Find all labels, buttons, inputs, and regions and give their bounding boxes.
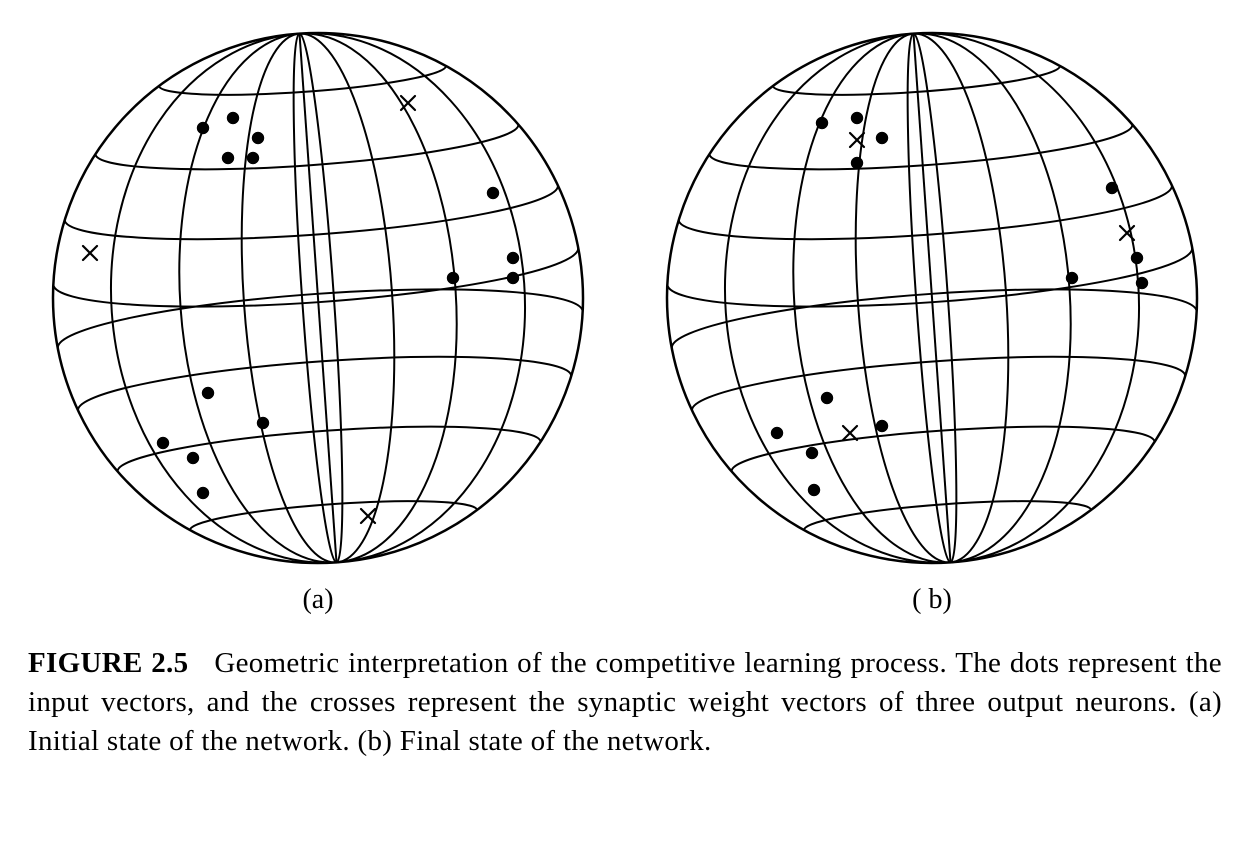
data-dot <box>1066 272 1078 284</box>
data-dot <box>247 152 259 164</box>
data-dot <box>816 117 828 129</box>
data-dot <box>851 112 863 124</box>
data-dot <box>157 437 169 449</box>
panel-b: ( b) <box>642 18 1222 616</box>
figure-page: (a) ( b) FIGURE 2.5 Geometric interpreta… <box>0 0 1250 860</box>
data-dot <box>821 392 833 404</box>
panel-a: (a) <box>28 18 608 616</box>
figure-caption-text: Geometric interpretation of the competit… <box>28 647 1222 757</box>
data-dot <box>851 157 863 169</box>
data-dot <box>806 447 818 459</box>
data-dot <box>507 252 519 264</box>
cross-marker <box>1120 226 1134 240</box>
data-dot <box>257 417 269 429</box>
data-dot <box>808 484 820 496</box>
data-dot <box>876 132 888 144</box>
cross-marker <box>83 246 97 260</box>
figure-caption: FIGURE 2.5 Geometric interpretation of t… <box>28 644 1222 761</box>
data-dot <box>447 272 459 284</box>
data-dot <box>876 420 888 432</box>
data-dot <box>487 187 499 199</box>
data-dot <box>507 272 519 284</box>
data-dot <box>187 452 199 464</box>
panel-b-label: ( b) <box>912 584 952 616</box>
panel-a-label: (a) <box>302 584 333 616</box>
data-dot <box>1136 277 1148 289</box>
data-dot <box>202 387 214 399</box>
sphere-a-svg <box>28 18 608 578</box>
data-dot <box>1131 252 1143 264</box>
data-dot <box>227 112 239 124</box>
data-dot <box>197 487 209 499</box>
data-dot <box>222 152 234 164</box>
cross-marker <box>361 509 375 523</box>
sphere-b-svg <box>642 18 1222 578</box>
data-dot <box>771 427 783 439</box>
data-dot <box>1106 182 1118 194</box>
data-dot <box>197 122 209 134</box>
cross-marker <box>401 96 415 110</box>
data-dot <box>252 132 264 144</box>
figure-number: FIGURE 2.5 <box>28 647 188 679</box>
cross-marker <box>843 426 857 440</box>
spheres-row: (a) ( b) <box>28 18 1222 616</box>
